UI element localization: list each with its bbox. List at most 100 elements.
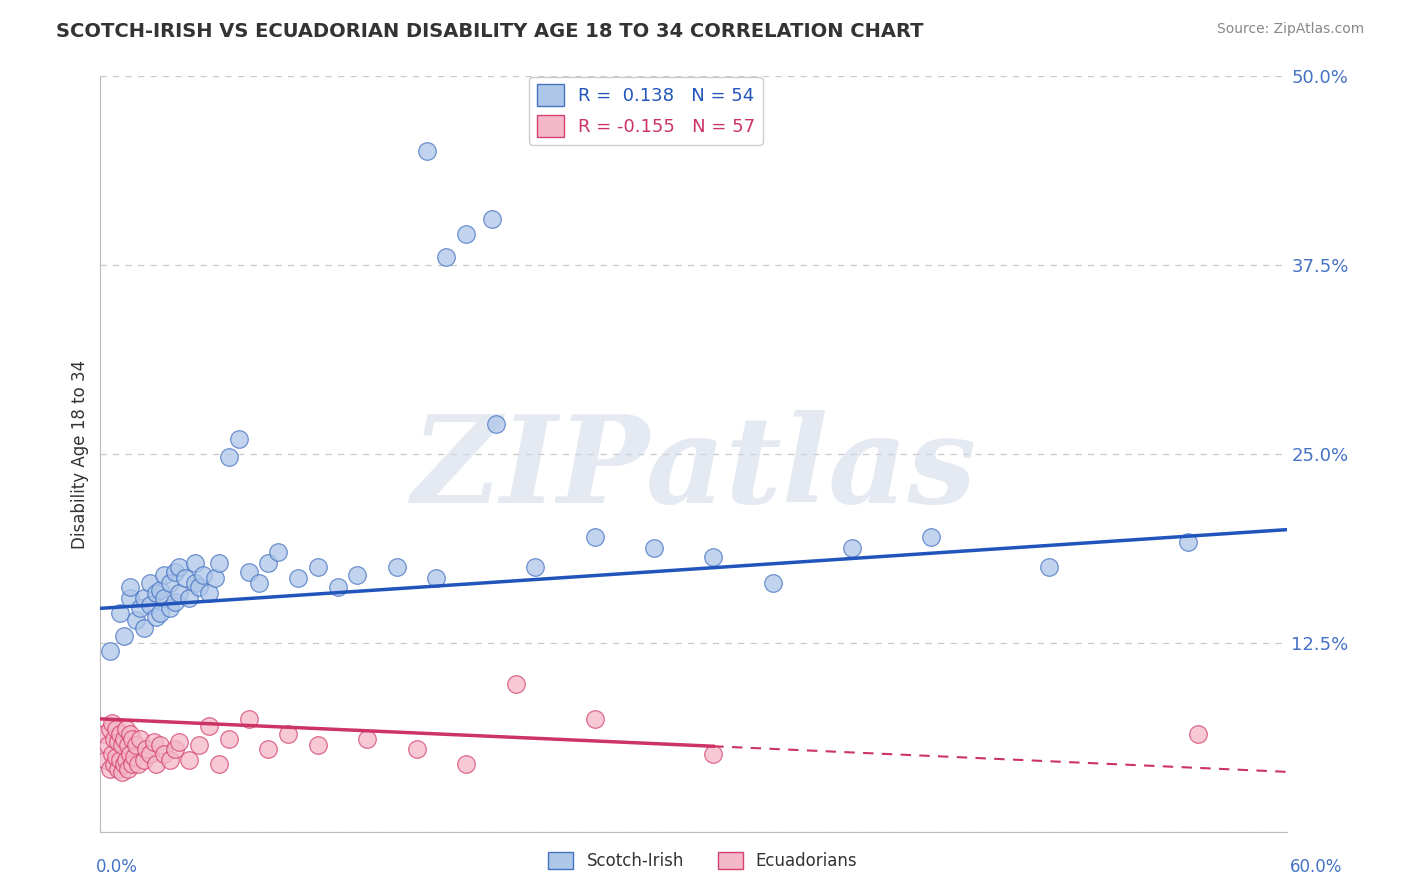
Point	[118, 591, 141, 605]
Point	[287, 571, 309, 585]
Point	[125, 738, 148, 752]
Point	[583, 712, 606, 726]
Point	[128, 731, 150, 746]
Point	[247, 575, 270, 590]
Point	[115, 723, 138, 737]
Point	[149, 606, 172, 620]
Point	[118, 747, 141, 761]
Point	[257, 556, 280, 570]
Point	[456, 757, 478, 772]
Point	[132, 591, 155, 605]
Point	[169, 560, 191, 574]
Point	[198, 586, 221, 600]
Point	[456, 227, 478, 242]
Point	[121, 731, 143, 746]
Point	[118, 580, 141, 594]
Point	[184, 575, 207, 590]
Legend: Scotch-Irish, Ecuadorians: Scotch-Irish, Ecuadorians	[541, 845, 865, 877]
Point	[228, 432, 250, 446]
Point	[105, 749, 128, 764]
Point	[643, 541, 665, 555]
Point	[117, 738, 139, 752]
Point	[169, 734, 191, 748]
Point	[97, 738, 120, 752]
Text: SCOTCH-IRISH VS ECUADORIAN DISABILITY AGE 18 TO 34 CORRELATION CHART: SCOTCH-IRISH VS ECUADORIAN DISABILITY AG…	[56, 22, 924, 41]
Point	[159, 753, 181, 767]
Text: Source: ZipAtlas.com: Source: ZipAtlas.com	[1216, 22, 1364, 37]
Point	[702, 747, 724, 761]
Point	[132, 753, 155, 767]
Point	[112, 731, 135, 746]
Legend: R =  0.138   N = 54, R = -0.155   N = 57: R = 0.138 N = 54, R = -0.155 N = 57	[530, 77, 762, 145]
Point	[118, 727, 141, 741]
Point	[112, 629, 135, 643]
Point	[179, 753, 201, 767]
Point	[152, 747, 174, 761]
Point	[184, 556, 207, 570]
Point	[98, 723, 121, 737]
Point	[111, 764, 134, 779]
Point	[135, 742, 157, 756]
Y-axis label: Disability Age 18 to 34: Disability Age 18 to 34	[72, 359, 89, 549]
Point	[415, 145, 437, 159]
Point	[218, 450, 240, 464]
Point	[117, 762, 139, 776]
Point	[122, 749, 145, 764]
Point	[165, 742, 187, 756]
Point	[105, 723, 128, 737]
Point	[169, 586, 191, 600]
Point	[128, 601, 150, 615]
Point	[139, 747, 162, 761]
Point	[127, 757, 149, 772]
Point	[208, 556, 231, 570]
Point	[108, 606, 131, 620]
Point	[98, 762, 121, 776]
Point	[405, 742, 427, 756]
Point	[425, 571, 447, 585]
Point	[107, 762, 129, 776]
Point	[152, 591, 174, 605]
Point	[191, 568, 214, 582]
Point	[481, 212, 503, 227]
Point	[434, 250, 457, 264]
Point	[356, 731, 378, 746]
Point	[149, 738, 172, 752]
Point	[238, 712, 260, 726]
Point	[103, 731, 125, 746]
Point	[132, 621, 155, 635]
Point	[107, 734, 129, 748]
Point	[198, 719, 221, 733]
Point	[121, 757, 143, 772]
Point	[761, 575, 783, 590]
Point	[101, 716, 124, 731]
Point	[145, 610, 167, 624]
Point	[165, 595, 187, 609]
Point	[93, 727, 115, 741]
Point	[1187, 727, 1209, 741]
Point	[188, 580, 211, 594]
Point	[125, 614, 148, 628]
Point	[159, 575, 181, 590]
Point	[188, 738, 211, 752]
Point	[111, 738, 134, 752]
Point	[101, 747, 124, 761]
Text: 0.0%: 0.0%	[96, 858, 138, 876]
Point	[103, 757, 125, 772]
Point	[307, 738, 329, 752]
Point	[326, 580, 349, 594]
Text: 60.0%: 60.0%	[1291, 858, 1343, 876]
Point	[583, 530, 606, 544]
Point	[108, 727, 131, 741]
Point	[108, 753, 131, 767]
Point	[145, 757, 167, 772]
Point	[218, 731, 240, 746]
Point	[174, 571, 197, 585]
Point	[149, 583, 172, 598]
Point	[159, 601, 181, 615]
Point	[139, 599, 162, 613]
Point	[145, 586, 167, 600]
Point	[524, 560, 547, 574]
Point	[96, 753, 118, 767]
Point	[346, 568, 368, 582]
Point	[112, 757, 135, 772]
